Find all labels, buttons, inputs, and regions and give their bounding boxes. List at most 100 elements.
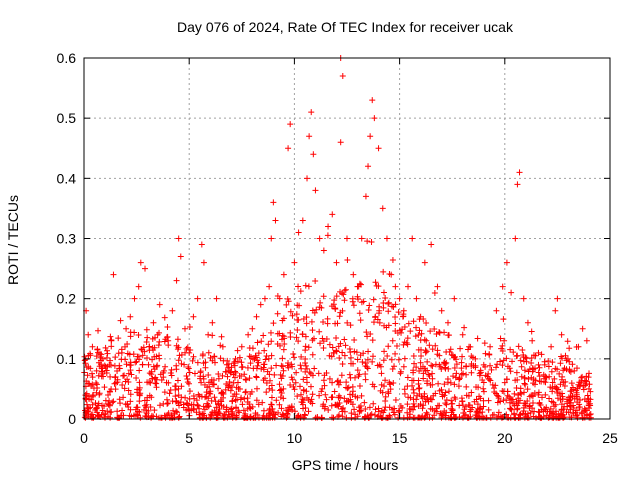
data-point: [258, 365, 265, 372]
data-point: [200, 259, 207, 266]
data-point: [395, 356, 402, 363]
data-point: [363, 329, 370, 336]
data-point: [542, 391, 549, 398]
data-point: [571, 367, 578, 374]
data-point: [319, 335, 326, 342]
data-point: [219, 372, 226, 379]
data-point: [203, 389, 210, 396]
data-point: [223, 368, 230, 375]
data-point: [438, 411, 445, 418]
data-point: [249, 345, 256, 352]
x-tick-label: 5: [185, 430, 193, 446]
data-point: [362, 193, 369, 200]
data-point: [426, 373, 433, 380]
data-point: [89, 374, 96, 381]
data-point: [535, 389, 542, 396]
data-point: [441, 381, 448, 388]
data-point: [307, 370, 314, 377]
data-point: [93, 389, 100, 396]
data-point: [211, 381, 218, 388]
data-point: [197, 375, 204, 382]
data-point: [236, 354, 243, 361]
data-point: [299, 399, 306, 406]
data-point: [449, 406, 456, 413]
data-point: [395, 414, 402, 421]
data-point: [570, 410, 577, 417]
data-point: [137, 259, 144, 266]
data-point: [101, 362, 108, 369]
data-point: [461, 406, 468, 413]
data-point: [205, 349, 212, 356]
data-point: [497, 335, 504, 342]
data-point: [453, 361, 460, 368]
data-point: [105, 392, 112, 399]
data-point: [361, 399, 368, 406]
data-point: [426, 342, 433, 349]
data-point: [474, 335, 481, 342]
data-point: [371, 383, 378, 390]
data-point: [110, 271, 117, 278]
data-point: [268, 235, 275, 242]
data-point: [175, 400, 182, 407]
data-point: [295, 316, 302, 323]
data-point: [95, 400, 102, 407]
data-point: [263, 379, 270, 386]
data-point: [499, 347, 506, 354]
data-point: [215, 409, 222, 416]
data-point: [556, 370, 563, 377]
data-point: [428, 241, 435, 248]
data-point: [396, 295, 403, 302]
data-point: [503, 355, 510, 362]
data-point: [224, 414, 231, 421]
data-point: [467, 408, 474, 415]
data-point: [378, 381, 385, 388]
data-point: [313, 306, 320, 313]
data-point: [571, 395, 578, 402]
data-point: [82, 360, 89, 367]
data-point: [111, 380, 118, 387]
data-point: [479, 377, 486, 384]
data-point: [85, 405, 92, 412]
data-point: [526, 393, 533, 400]
data-point: [302, 368, 309, 375]
data-point: [460, 414, 466, 421]
data-point: [218, 402, 225, 409]
data-point: [107, 373, 114, 380]
data-point: [457, 345, 464, 352]
data-point: [244, 414, 251, 421]
data-point: [150, 319, 157, 326]
data-point: [125, 370, 132, 377]
data-point: [558, 331, 565, 338]
data-point: [450, 352, 457, 359]
data-point: [381, 348, 388, 355]
data-point: [521, 380, 528, 387]
data-point: [391, 405, 398, 412]
data-point: [401, 355, 408, 362]
data-point: [384, 353, 391, 360]
data-point: [547, 405, 554, 412]
data-point: [83, 401, 90, 408]
data-point: [178, 360, 185, 367]
data-point: [106, 402, 113, 409]
data-point: [542, 379, 549, 386]
data-point: [136, 391, 143, 398]
data-point: [298, 353, 305, 360]
data-point: [339, 413, 346, 420]
data-point: [103, 347, 110, 354]
data-point: [369, 97, 376, 104]
data-point: [341, 297, 348, 304]
data-point: [535, 369, 542, 376]
data-point: [344, 319, 351, 326]
data-point: [480, 385, 487, 392]
data-point: [343, 384, 350, 391]
data-point: [487, 377, 494, 384]
data-point: [412, 333, 419, 340]
data-point: [383, 235, 390, 242]
data-point: [304, 365, 311, 372]
data-point: [249, 325, 256, 332]
data-point: [83, 390, 90, 397]
data-point: [255, 414, 262, 421]
data-point: [437, 363, 444, 370]
data-point: [551, 383, 558, 390]
data-point: [548, 368, 555, 375]
